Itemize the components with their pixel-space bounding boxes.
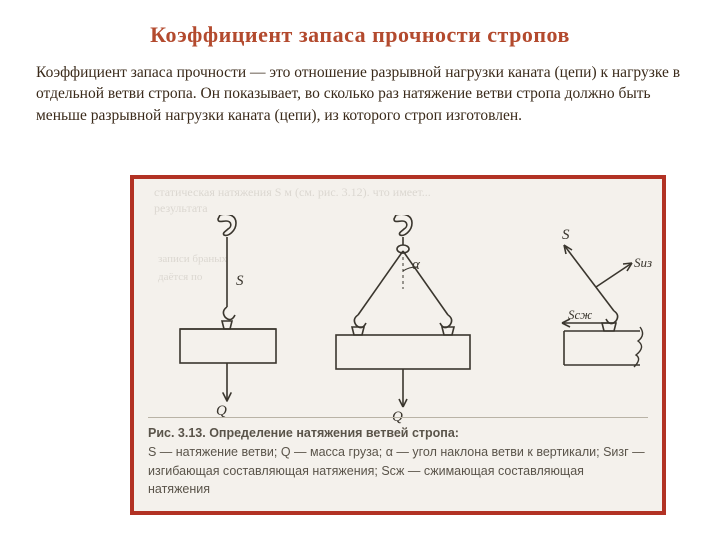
label-alpha: α [412, 257, 421, 273]
caption-legend: S — натяжение ветви; Q — масса груза; α … [148, 443, 648, 499]
figure-caption: Рис. 3.13. Определение натяжения ветвей … [148, 417, 648, 499]
caption-title: Рис. 3.13. Определение натяжения ветвей … [148, 426, 459, 440]
label-S-izg: Sизг [634, 255, 652, 270]
label-S-szh: Sсж [568, 307, 592, 322]
page-title: Коэффициент запаса прочности стропов [36, 22, 684, 48]
body-paragraph: Коэффициент запаса прочности — это отнош… [36, 62, 684, 126]
ghost-line: результата [154, 201, 208, 216]
sling-diagram: S Q α Q S Sизг Sсж [144, 215, 652, 425]
figure-frame: статическая натяжения S м (см. рис. 3.12… [130, 175, 666, 515]
ghost-line: статическая натяжения S м (см. рис. 3.12… [154, 185, 431, 200]
label-S-right: S [562, 227, 570, 243]
diagram-area: S Q α Q S Sизг Sсж [144, 215, 652, 425]
label-S-single: S [236, 273, 244, 289]
page: Коэффициент запаса прочности стропов Коэ… [0, 0, 720, 540]
